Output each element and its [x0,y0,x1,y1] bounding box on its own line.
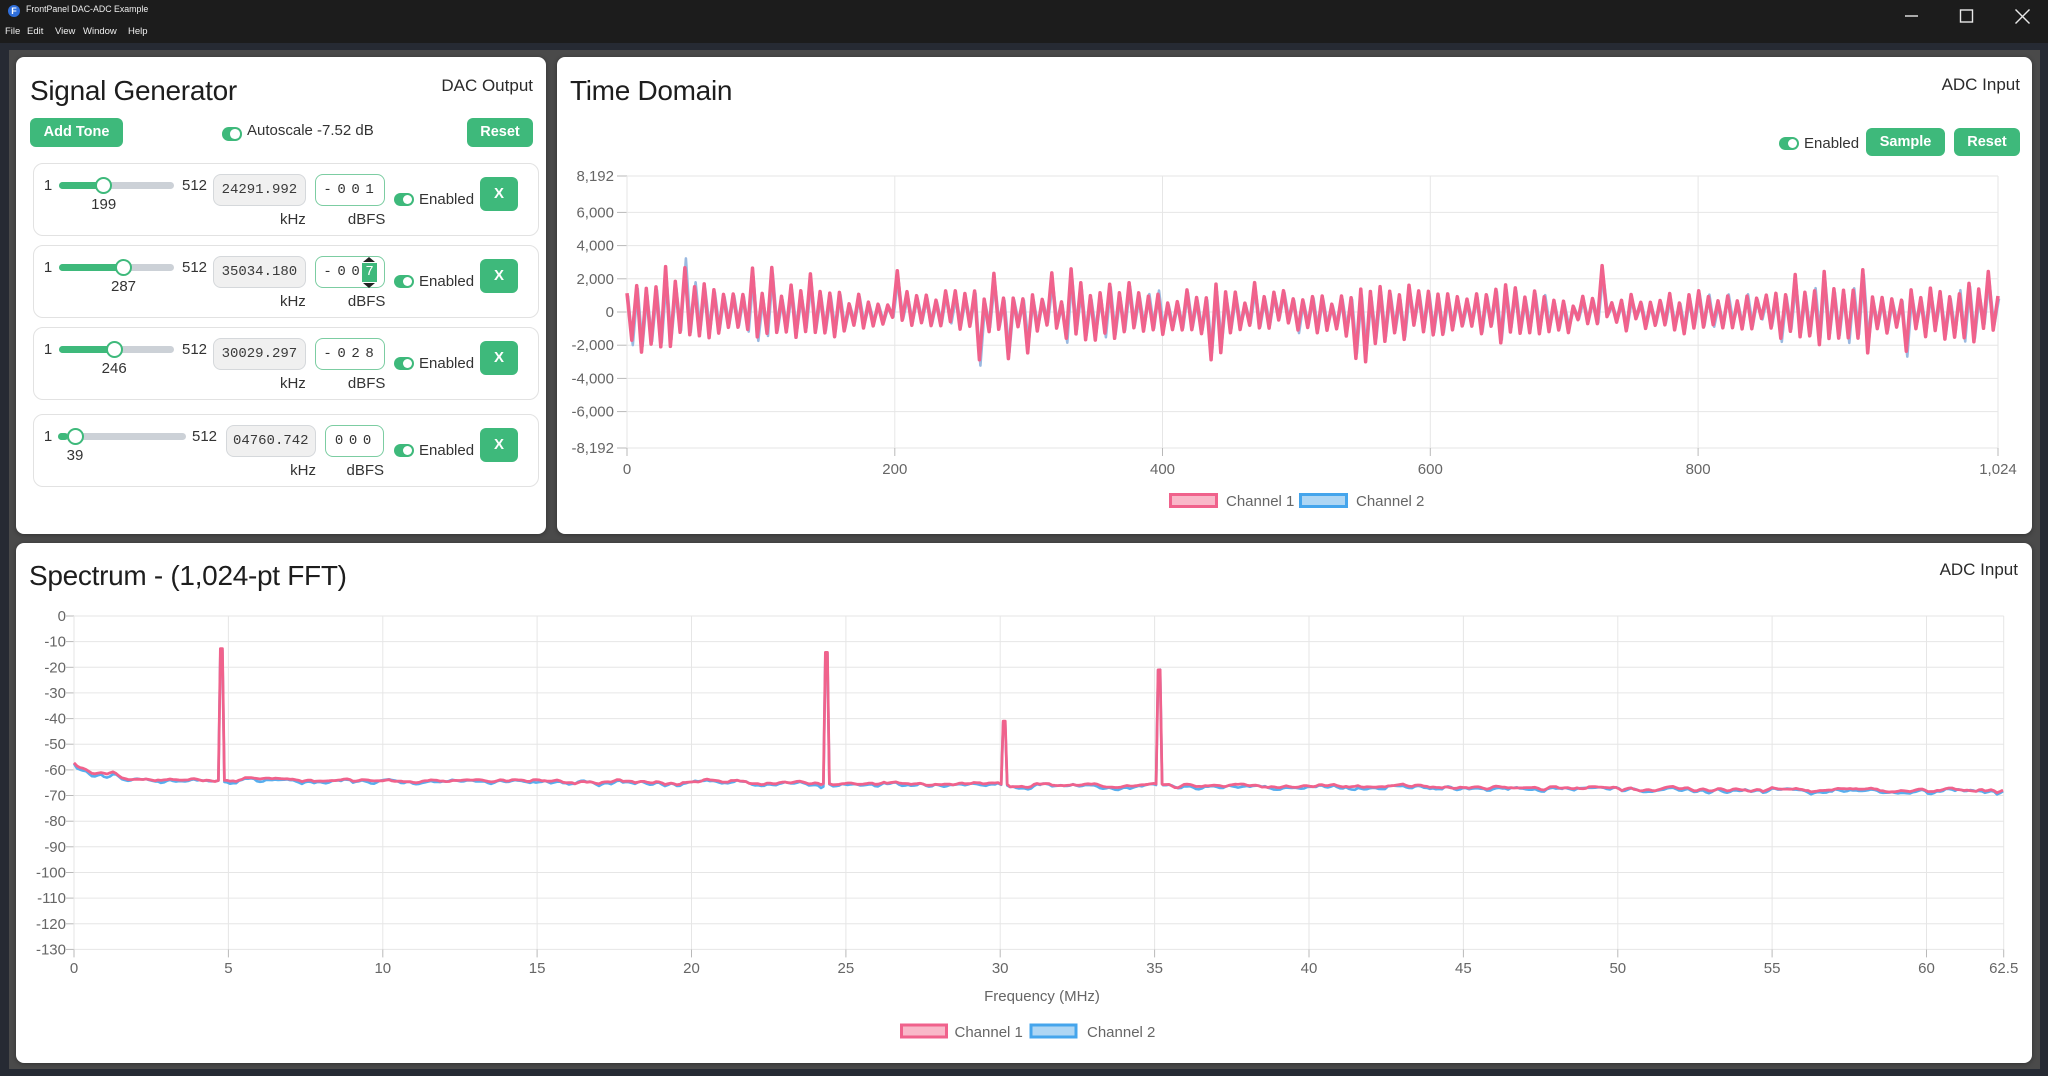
svg-text:-8,192: -8,192 [571,440,614,457]
svg-text:-110: -110 [37,890,66,907]
svg-text:Frequency (MHz): Frequency (MHz) [984,988,1100,1005]
svg-text:-70: -70 [44,788,66,805]
svg-text:-50: -50 [44,736,66,753]
svg-text:-80: -80 [44,813,66,830]
svg-text:Channel 1: Channel 1 [1226,493,1294,510]
svg-text:800: 800 [1686,461,1711,478]
svg-text:Channel 1: Channel 1 [955,1024,1023,1041]
svg-text:4,000: 4,000 [576,238,614,255]
svg-text:60: 60 [1918,960,1935,977]
svg-text:25: 25 [838,960,855,977]
svg-text:55: 55 [1764,960,1781,977]
svg-text:-120: -120 [36,916,66,933]
svg-text:-2,000: -2,000 [571,337,614,354]
svg-text:0: 0 [606,304,614,321]
svg-text:40: 40 [1301,960,1318,977]
svg-text:0: 0 [58,608,66,625]
svg-text:5: 5 [224,960,232,977]
svg-text:10: 10 [374,960,391,977]
svg-text:-4,000: -4,000 [571,370,614,387]
svg-text:-40: -40 [44,711,66,728]
svg-text:0: 0 [623,461,631,478]
svg-text:-6,000: -6,000 [571,404,614,421]
svg-text:-10: -10 [44,634,66,651]
svg-text:50: 50 [1609,960,1626,977]
svg-text:8,192: 8,192 [576,168,614,185]
svg-text:600: 600 [1418,461,1443,478]
svg-text:-90: -90 [44,839,66,856]
svg-text:Channel 2: Channel 2 [1356,493,1424,510]
svg-text:400: 400 [1150,461,1175,478]
svg-text:-30: -30 [44,685,66,702]
svg-text:45: 45 [1455,960,1472,977]
svg-text:6,000: 6,000 [576,204,614,221]
svg-text:-130: -130 [36,941,66,958]
svg-text:200: 200 [882,461,907,478]
svg-text:20: 20 [683,960,700,977]
svg-text:-60: -60 [44,762,66,779]
svg-text:-100: -100 [36,865,66,882]
svg-text:2,000: 2,000 [576,271,614,288]
svg-text:15: 15 [529,960,546,977]
svg-text:30: 30 [992,960,1009,977]
svg-text:0: 0 [70,960,78,977]
svg-text:Channel 2: Channel 2 [1087,1024,1155,1041]
svg-text:62.5: 62.5 [1989,960,2018,977]
svg-text:-20: -20 [44,659,66,676]
svg-text:1,024: 1,024 [1979,461,2017,478]
svg-text:35: 35 [1146,960,1163,977]
